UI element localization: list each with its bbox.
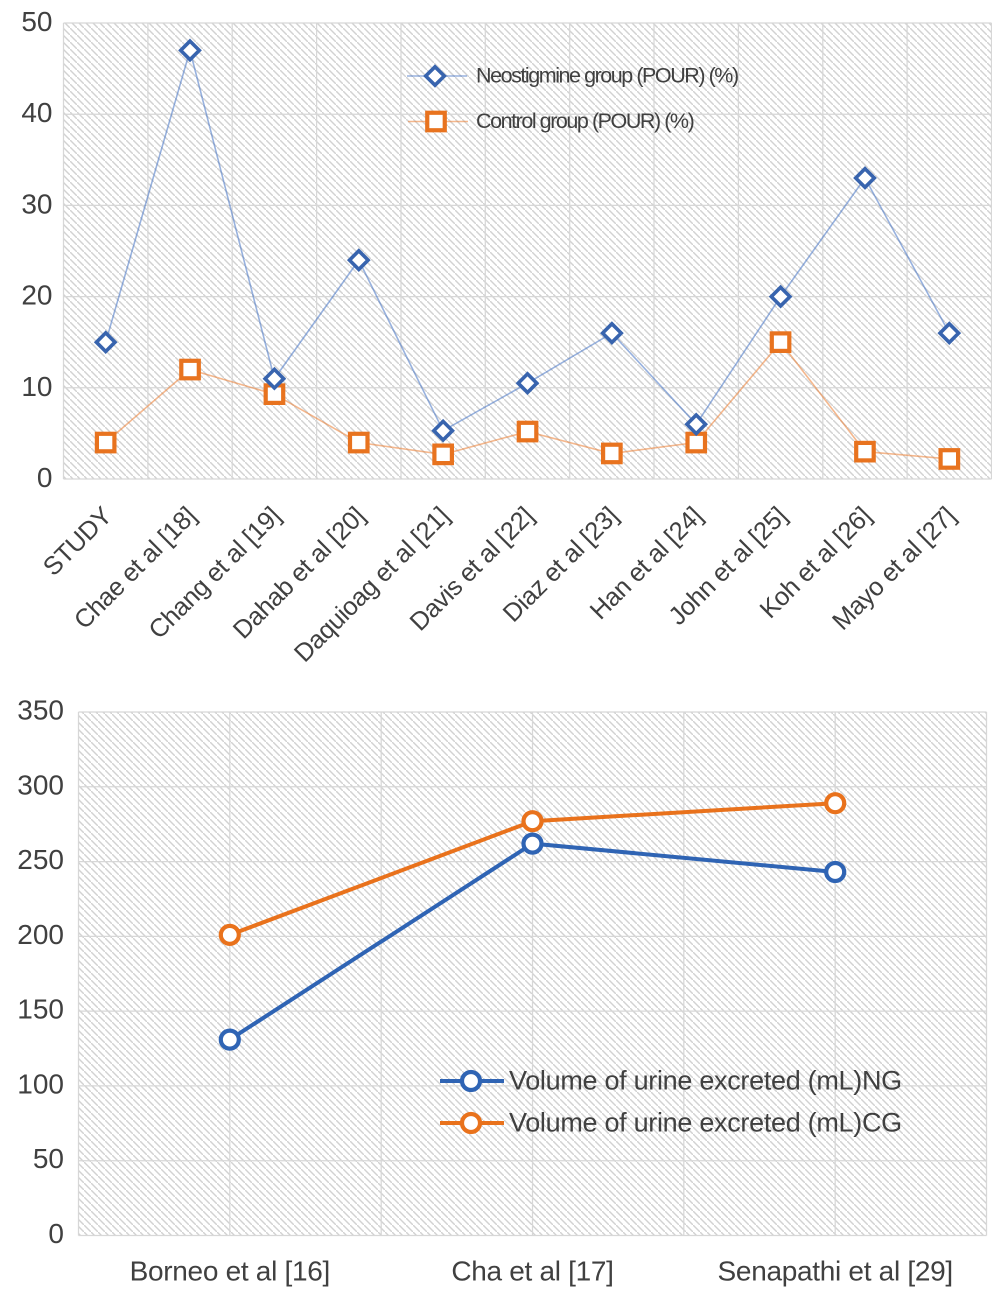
svg-text:Volume of urine excreted (mL)N: Volume of urine excreted (mL)NG	[509, 1066, 902, 1096]
svg-text:STUDY: STUDY	[38, 502, 118, 582]
svg-text:40: 40	[21, 97, 52, 128]
svg-text:150: 150	[17, 994, 64, 1025]
svg-text:250: 250	[17, 844, 64, 875]
svg-text:Control group (POUR) (%): Control group (POUR) (%)	[476, 109, 694, 133]
svg-text:Daquioag et al [21]: Daquioag et al [21]	[289, 502, 455, 668]
svg-text:30: 30	[21, 188, 52, 219]
svg-text:350: 350	[17, 695, 64, 726]
svg-text:Volume of urine excreted (mL)C: Volume of urine excreted (mL)CG	[509, 1108, 902, 1138]
svg-text:10: 10	[21, 371, 52, 402]
svg-text:300: 300	[17, 769, 64, 800]
svg-text:Senapathi et al [29]: Senapathi et al [29]	[718, 1256, 953, 1287]
svg-text:200: 200	[17, 919, 64, 950]
svg-text:0: 0	[37, 462, 53, 493]
svg-text:Cha et al [17]: Cha et al [17]	[451, 1256, 613, 1287]
svg-text:Neostigmine group (POUR) (%): Neostigmine group (POUR) (%)	[476, 64, 738, 88]
svg-text:Borneo et al [16]: Borneo et al [16]	[130, 1256, 330, 1287]
svg-text:50: 50	[21, 6, 52, 37]
svg-text:20: 20	[21, 280, 52, 311]
svg-text:0: 0	[48, 1218, 64, 1249]
svg-text:100: 100	[17, 1068, 64, 1099]
svg-text:50: 50	[33, 1143, 64, 1174]
